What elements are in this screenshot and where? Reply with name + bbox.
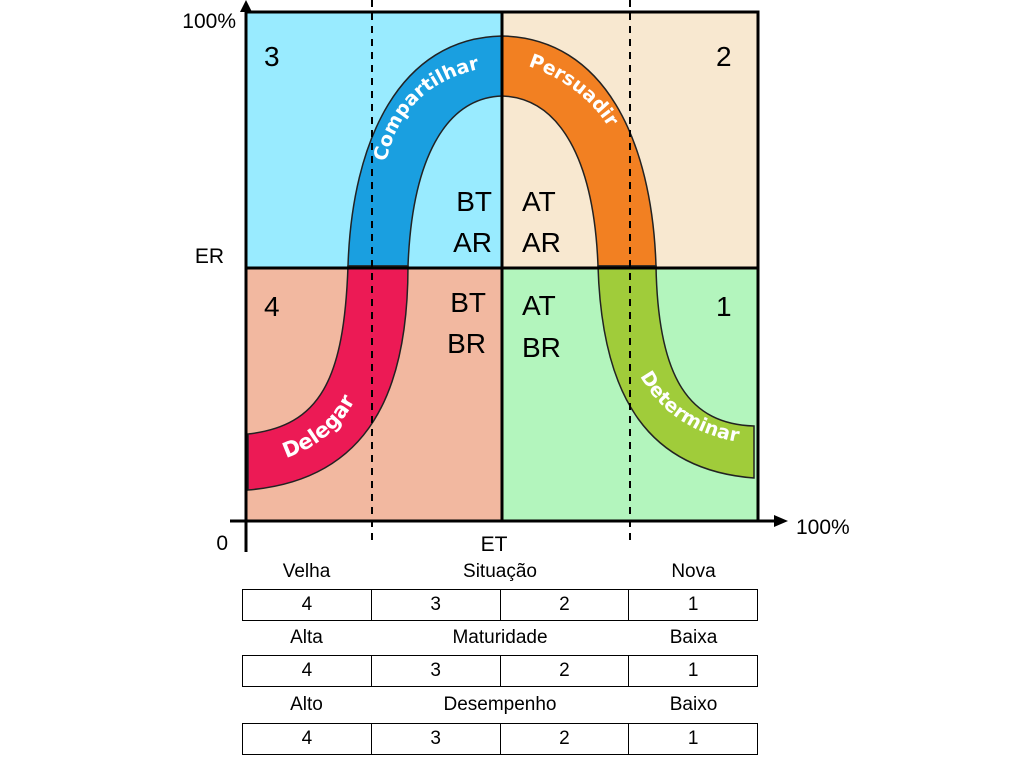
- situation-title: Situação: [463, 561, 537, 582]
- quadrant-3-code-line1: BT: [456, 186, 492, 217]
- performance-header-row: Alto Desempenho Baixo: [0, 694, 1024, 716]
- y-axis-label: ER: [195, 245, 224, 268]
- maturity-cell: 1: [628, 656, 757, 686]
- quadrant-1-code-line2: BR: [522, 332, 561, 363]
- maturity-cell: 3: [370, 656, 500, 686]
- performance-cell: 3: [370, 724, 500, 754]
- performance-values-row: 4 3 2 1: [242, 723, 758, 755]
- maturity-right-label: Baixa: [669, 627, 718, 648]
- maturity-cell: 2: [499, 656, 629, 686]
- maturity-header-row: Alta Maturidade Baixa: [0, 627, 1024, 649]
- performance-cell: 1: [628, 724, 757, 754]
- performance-title: Desempenho: [443, 694, 557, 715]
- quadrant-2-number: 2: [716, 41, 732, 72]
- quadrant-3-code-line2: AR: [453, 227, 492, 258]
- quadrant-4-code-line1: BT: [450, 287, 486, 318]
- situation-right-label: Nova: [671, 561, 716, 582]
- maturity-title: Maturidade: [452, 627, 548, 648]
- situation-cell: 2: [499, 590, 629, 620]
- quadrant-2-code-line1: AT: [522, 186, 556, 217]
- situation-cell: 4: [301, 594, 313, 615]
- performance-cell: 2: [499, 724, 629, 754]
- quadrant-1-code-line1: AT: [522, 290, 556, 321]
- situation-cell: 3: [370, 590, 500, 620]
- x-axis-arrow: [774, 515, 788, 527]
- situation-left-label: Velha: [282, 561, 331, 582]
- y-max-label: 100%: [182, 10, 236, 33]
- y-axis-arrow: [240, 0, 252, 12]
- quadrant-4-number: 4: [264, 291, 280, 322]
- maturity-values-row: 4 3 2 1: [242, 655, 758, 687]
- band-determine: [597, 265, 755, 479]
- situation-values-row: 4 3 2 1: [242, 589, 758, 621]
- quadrant-1-number: 1: [716, 291, 732, 322]
- maturity-left-label: Alta: [290, 627, 323, 648]
- quadrant-4-code-line2: BR: [447, 328, 486, 359]
- situation-cell: 1: [628, 590, 757, 620]
- performance-cell: 4: [301, 728, 313, 749]
- band-delegate: [247, 265, 409, 491]
- x-axis-label: ET: [481, 533, 508, 556]
- performance-right-label: Baixo: [669, 694, 718, 715]
- x-max-label: 100%: [796, 516, 850, 539]
- performance-left-label: Alto: [290, 694, 323, 715]
- quadrant-3-number: 3: [264, 41, 280, 72]
- situational-leadership-diagram: Compartilhar Persuadir Delegar Determina…: [182, 0, 850, 556]
- origin-label: 0: [216, 532, 228, 555]
- maturity-cell: 4: [301, 660, 313, 681]
- quadrant-2-code-line2: AR: [522, 227, 561, 258]
- situation-header-row: Velha Situação Nova: [0, 561, 1024, 583]
